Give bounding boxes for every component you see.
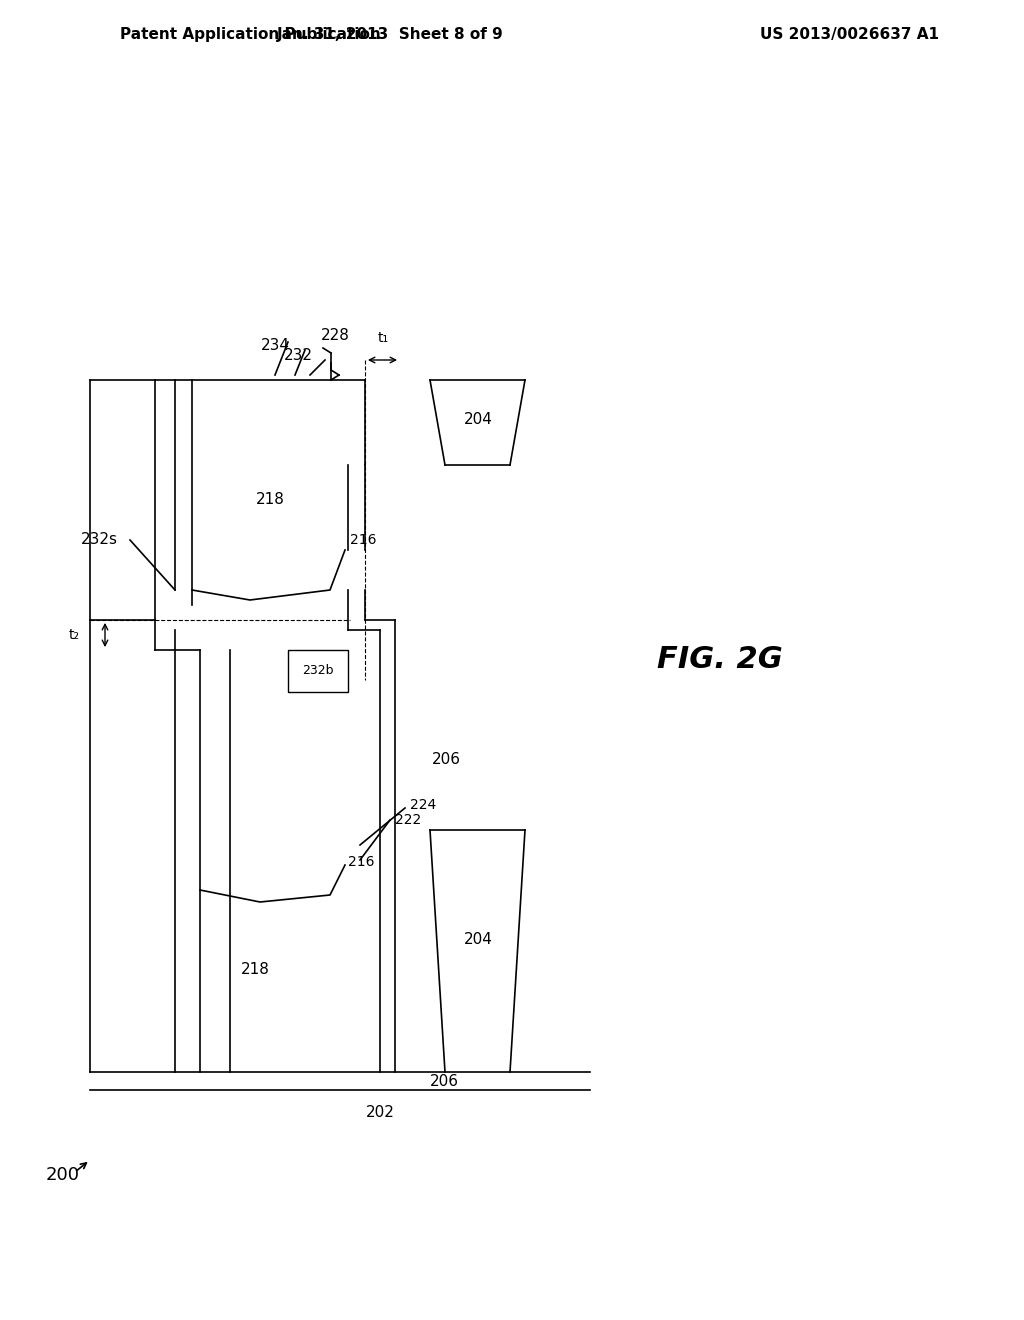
Text: 216: 216 (350, 533, 377, 546)
Text: 234: 234 (260, 338, 290, 352)
Text: 218: 218 (241, 962, 269, 978)
Text: Jan. 31, 2013  Sheet 8 of 9: Jan. 31, 2013 Sheet 8 of 9 (276, 28, 504, 42)
Text: 200: 200 (46, 1166, 80, 1184)
Bar (288, 649, 348, 692)
Text: 206: 206 (432, 752, 461, 767)
Text: 232s: 232s (81, 532, 118, 548)
Text: FIG. 2G: FIG. 2G (657, 645, 783, 675)
Text: 202: 202 (366, 1105, 394, 1119)
Text: 232b: 232b (302, 664, 334, 677)
Text: 232: 232 (284, 347, 312, 363)
Text: 206: 206 (430, 1074, 459, 1089)
Text: 204: 204 (464, 412, 493, 428)
Text: t₁: t₁ (378, 331, 388, 345)
Text: 224: 224 (410, 799, 436, 812)
Text: US 2013/0026637 A1: US 2013/0026637 A1 (760, 28, 939, 42)
Text: 218: 218 (256, 492, 285, 507)
Text: 204: 204 (464, 932, 493, 948)
Text: 228: 228 (321, 327, 349, 342)
Text: Patent Application Publication: Patent Application Publication (120, 28, 381, 42)
Text: 216: 216 (348, 855, 375, 869)
Text: 222: 222 (395, 813, 421, 828)
Text: t₂: t₂ (69, 628, 80, 642)
